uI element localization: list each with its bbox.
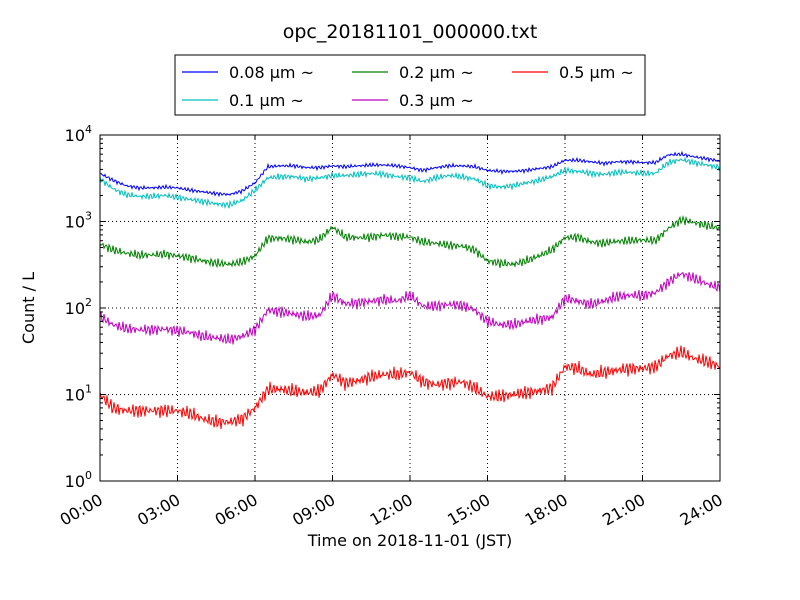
- y-tick-label: 103: [65, 210, 92, 232]
- y-tick-label: 104: [65, 123, 92, 145]
- x-axis-label: Time on 2018-11-01 (JST): [307, 531, 512, 550]
- legend-label: 0.3 μm ~: [399, 91, 474, 110]
- series-line: [100, 150, 721, 198]
- series-line: [99, 214, 721, 269]
- legend-label: 0.08 μm ~: [229, 63, 314, 82]
- legend-entries: 0.08 μm ~ 0.1 μm ~ 0.2 μm ~ 0.3 μm ~ 0.5 μm …: [182, 63, 634, 110]
- legend-box: [174, 54, 646, 116]
- legend-label: 0.1 μm ~: [229, 91, 304, 110]
- y-axis-label: Count / L: [19, 272, 38, 344]
- legend: 0.08 μm ~ 0.1 μm ~ 0.2 μm ~ 0.3 μm ~ 0.5 μm …: [174, 54, 646, 116]
- legend-label: 0.5 μm ~: [559, 63, 634, 82]
- y-tick-label: 101: [65, 383, 92, 405]
- series-line: [99, 156, 721, 209]
- y-tick-label: 100: [65, 469, 92, 491]
- chart-title: opc_20181101_000000.txt: [283, 21, 538, 43]
- legend-label: 0.2 μm ~: [399, 63, 474, 82]
- y-tick-label: 102: [65, 296, 92, 318]
- series-line: [99, 272, 721, 345]
- series-lines: [99, 150, 721, 430]
- series-line: [99, 345, 721, 430]
